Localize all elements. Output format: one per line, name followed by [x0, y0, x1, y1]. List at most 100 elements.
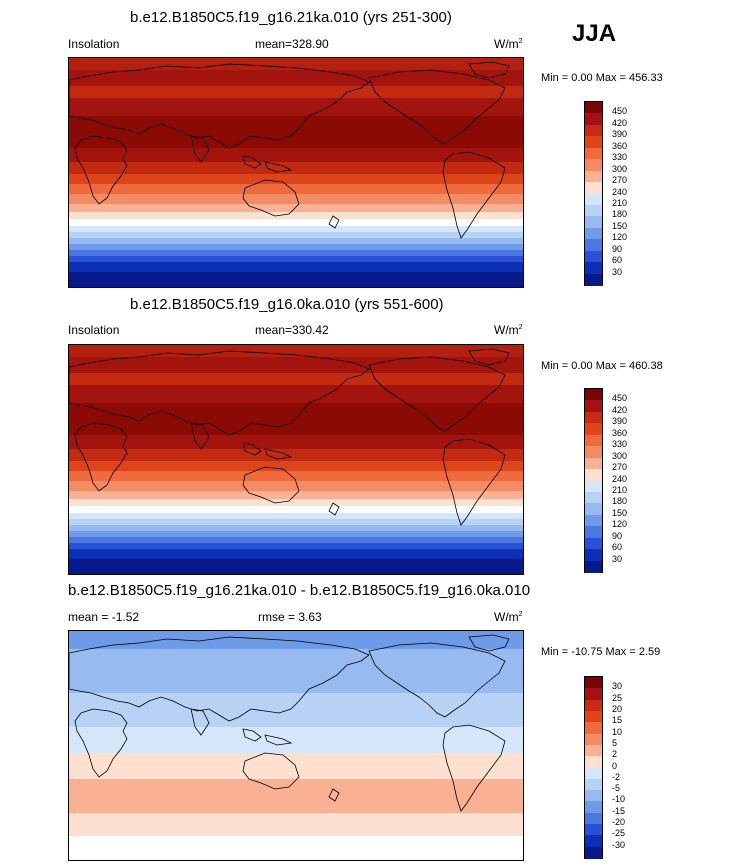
insolation-band — [69, 219, 523, 227]
insolation-band — [69, 753, 523, 780]
insolation-band — [69, 204, 523, 213]
colorbar-tick-label: 25 — [612, 692, 623, 703]
colorbar-cell — [585, 124, 602, 137]
insolation-band — [69, 194, 523, 205]
insolation-band — [69, 373, 523, 386]
colorbar-tick-label: 60 — [612, 255, 623, 266]
colorbar-tick-label: 15 — [612, 715, 623, 726]
colorbar-cell — [585, 182, 602, 194]
colorbar-tick-label: 300 — [612, 163, 628, 174]
coastline — [69, 63, 370, 149]
insolation-band — [69, 385, 523, 404]
insolation-band — [69, 491, 523, 500]
insolation-band — [69, 549, 523, 560]
insolation-band — [69, 836, 523, 860]
panel2-mean-value: 330.42 — [292, 323, 329, 337]
colorbar-cell — [585, 688, 602, 701]
colorbar-tick-label: 420 — [612, 404, 628, 415]
coastline — [468, 61, 510, 79]
panel2-title: b.e12.B1850C5.f19_g16.0ka.010 (yrs 551-6… — [130, 296, 444, 313]
colorbar-tick-label: 240 — [612, 186, 628, 197]
colorbar-cell — [585, 812, 602, 825]
colorbar-cell — [585, 193, 602, 206]
insolation-band — [69, 184, 523, 195]
colorbar-cell — [585, 733, 602, 746]
colorbar-tick-label: 360 — [612, 427, 628, 438]
colorbar-cell — [585, 216, 602, 229]
panel1-title: b.e12.B1850C5.f19_g16.21ka.010 (yrs 251-… — [130, 9, 452, 26]
panel2-colorbar — [584, 388, 603, 573]
colorbar-tick-label: 90 — [612, 243, 623, 254]
panel1-mean-value: 328.90 — [292, 37, 329, 51]
insolation-band — [69, 449, 523, 462]
insolation-band — [69, 779, 523, 814]
colorbar-tick-label: 150 — [612, 507, 628, 518]
colorbar-tick-label: 300 — [612, 450, 628, 461]
panel1-minmax: Min = 0.00 Max = 456.33 — [541, 72, 663, 84]
colorbar-tick-label: 120 — [612, 232, 628, 243]
insolation-band — [69, 226, 523, 233]
colorbar-cell — [585, 400, 602, 413]
colorbar-tick-label: 420 — [612, 117, 628, 128]
colorbar-cell — [585, 239, 602, 252]
colorbar-tick-label: -30 — [612, 839, 626, 850]
coastline — [264, 734, 293, 746]
colorbar-cell — [585, 677, 602, 689]
coastline — [264, 448, 293, 460]
coastline — [368, 69, 506, 145]
colorbar-cell — [585, 767, 602, 780]
colorbar-tick-label: 120 — [612, 519, 628, 530]
coastline — [242, 728, 262, 742]
colorbar-cell — [585, 250, 602, 263]
colorbar-cell — [585, 389, 602, 401]
insolation-band — [69, 238, 523, 245]
panel2-field-label: Insolation — [68, 323, 120, 337]
colorbar-tick-label: 90 — [612, 530, 623, 541]
panel3-mean: mean = -1.52 — [68, 610, 140, 624]
coastline — [190, 708, 210, 736]
insolation-band — [69, 58, 523, 71]
insolation-band — [69, 256, 523, 263]
panel1-colorbar — [584, 101, 603, 286]
panel3-minmax: Min = -10.75 Max = 2.59 — [541, 646, 661, 658]
insolation-band — [69, 513, 523, 520]
insolation-band — [69, 519, 523, 526]
colorbar-tick-label: -10 — [612, 794, 626, 805]
colorbar-tick-label: 450 — [612, 106, 628, 117]
panel3-map — [68, 630, 524, 861]
colorbar-tick-label: 450 — [612, 393, 628, 404]
colorbar-cell — [585, 434, 602, 447]
coastline — [74, 422, 128, 492]
insolation-band — [69, 98, 523, 117]
colorbar-cell — [585, 480, 602, 493]
insolation-band — [69, 631, 523, 650]
colorbar-tick-label: -20 — [612, 817, 626, 828]
colorbar-cell — [585, 457, 602, 470]
colorbar-cell — [585, 113, 602, 126]
coastline — [74, 135, 128, 205]
colorbar-tick-label: 330 — [612, 152, 628, 163]
colorbar-tick-label: 240 — [612, 473, 628, 484]
colorbar-cell — [585, 722, 602, 735]
panel1-field-label: Insolation — [68, 37, 120, 51]
colorbar-tick-label: 150 — [612, 220, 628, 231]
colorbar-tick-label: 330 — [612, 439, 628, 450]
insolation-band — [69, 481, 523, 492]
colorbar-cell — [585, 560, 602, 573]
colorbar-cell — [585, 778, 602, 791]
insolation-band — [69, 174, 523, 185]
colorbar-cell — [585, 491, 602, 504]
coastline — [242, 155, 262, 169]
panel2-minmax: Min = 0.00 Max = 460.38 — [541, 360, 663, 372]
colorbar-cell — [585, 262, 602, 275]
colorbar-cell — [585, 699, 602, 712]
insolation-band — [69, 543, 523, 550]
insolation-band — [69, 506, 523, 514]
colorbar-cell — [585, 710, 602, 723]
coastline — [328, 215, 340, 229]
insolation-band — [69, 461, 523, 472]
colorbar-cell — [585, 273, 602, 286]
colorbar-tick-label: -25 — [612, 828, 626, 839]
colorbar-tick-label: 30 — [612, 681, 623, 692]
coastline — [69, 636, 370, 722]
